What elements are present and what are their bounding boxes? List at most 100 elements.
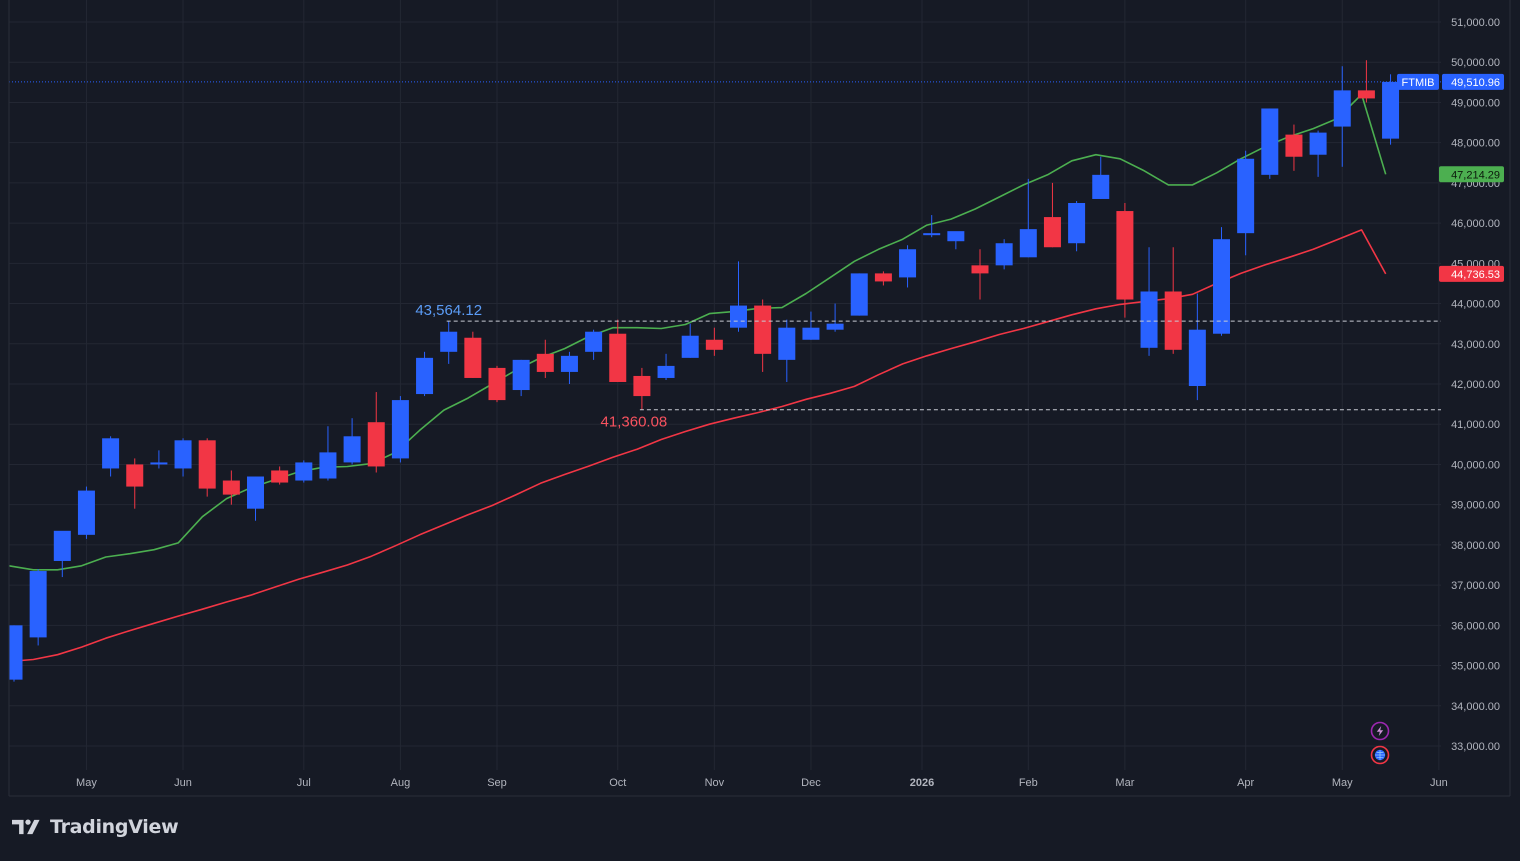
candle [512, 359, 530, 397]
candle [971, 249, 989, 300]
candle-body [850, 273, 868, 316]
time-axis-tick-label: Feb [1019, 777, 1038, 789]
candle [222, 470, 240, 505]
chart-pane-background [9, 0, 1441, 796]
time-axis-tick-label: Apr [1237, 777, 1254, 789]
annotations: 43,564.12 41,360.08 [9, 81, 1441, 431]
candle-body [1213, 239, 1230, 334]
time-axis-tick-label: Oct [609, 777, 626, 789]
candle [1357, 60, 1375, 103]
candle [1261, 108, 1279, 179]
candle [1213, 227, 1230, 336]
price-axis-tick-label: 50,000.00 [1451, 57, 1500, 69]
candle-body [102, 438, 120, 469]
candle [247, 476, 264, 521]
candle [1309, 130, 1327, 177]
price-axis-tick-label: 38,000.00 [1451, 540, 1500, 552]
last-price-badge-background [1442, 73, 1504, 90]
time-axis-tick-label: Nov [705, 777, 725, 789]
time-axis-tick-label: Jul [297, 777, 311, 789]
price-axis[interactable]: 33,000.00 34,000.00 35,000.00 36,000.00 37,0… [1451, 17, 1500, 753]
price-axis-tick-label: 49,000.00 [1451, 97, 1500, 109]
candle-body [1261, 108, 1279, 175]
grid-lines [9, 0, 1441, 770]
candle [295, 460, 313, 483]
candle [1188, 293, 1206, 401]
lightning-icon[interactable] [1370, 721, 1390, 741]
candle [416, 351, 434, 397]
candle [826, 303, 844, 332]
candle-body [319, 452, 337, 479]
time-axis-tick-label: Mar [1115, 777, 1134, 789]
price-axis-tick-label: 36,000.00 [1451, 620, 1500, 632]
brand[interactable]: TradingView [12, 814, 179, 840]
tradingview-logo-icon [12, 819, 40, 835]
candle [77, 486, 95, 539]
candle [681, 323, 699, 358]
candle [1019, 178, 1037, 258]
candle-body [29, 571, 47, 638]
candle [657, 353, 675, 380]
candle [609, 319, 627, 382]
candle [874, 271, 892, 286]
candle-body [1333, 90, 1351, 127]
candle [1237, 150, 1255, 256]
candle-body [778, 327, 796, 360]
candlesticks [9, 60, 1400, 682]
candle-body [705, 339, 723, 350]
candle-body [464, 337, 482, 378]
symbol-badge: FTMIB [1397, 73, 1439, 90]
candle [367, 392, 385, 473]
candle [633, 367, 651, 410]
candle-body [9, 625, 23, 680]
time-axis-tick-label: Dec [801, 777, 821, 789]
time-axis-tick-label: May [76, 777, 97, 789]
candle [29, 569, 47, 646]
high-level-label: 43,564.12 [415, 302, 482, 319]
candle [1116, 203, 1134, 318]
price-axis-tick-label: 39,000.00 [1451, 500, 1500, 512]
candle-body [1285, 134, 1303, 157]
candle [1382, 74, 1400, 145]
candle [536, 339, 554, 378]
candle-body [899, 249, 917, 278]
candle-body [488, 367, 506, 401]
ma-badge-label: 47,214.29 [1451, 169, 1500, 181]
candle-body [271, 470, 289, 483]
price-axis-tick-label: 41,000.00 [1451, 419, 1500, 431]
candle-body [440, 331, 458, 352]
candle-body [150, 462, 168, 465]
candle [271, 466, 289, 485]
candle-body [198, 440, 216, 489]
candle [947, 231, 965, 250]
candle-body [536, 353, 554, 372]
candle-body [1019, 229, 1037, 258]
price-badges: FTMIB 49,510.96 47,214.29 44,736.53 [1397, 73, 1504, 282]
time-axis[interactable]: May Jun Jul Aug Sep Oct Nov Dec 2026 Feb Mar Apr May… [76, 777, 1448, 789]
candle-body [947, 231, 965, 242]
candle [319, 426, 337, 481]
candle-body [53, 530, 71, 561]
candle [174, 438, 192, 477]
candle-body [391, 400, 409, 459]
candle-body [1068, 203, 1086, 244]
candle [585, 329, 603, 360]
candle [995, 239, 1013, 270]
globe-icon[interactable] [1370, 745, 1390, 765]
candle-body [295, 462, 313, 481]
time-axis-tick-label: Jun [1430, 777, 1448, 789]
candle-body [730, 305, 747, 328]
candle-body [585, 331, 603, 352]
price-axis-tick-label: 42,000.00 [1451, 379, 1500, 391]
price-axis-tick-label: 34,000.00 [1451, 701, 1500, 713]
candle-body [681, 335, 699, 358]
candle [9, 625, 23, 682]
candle-body [77, 490, 95, 535]
candle [1043, 182, 1061, 248]
candle-body [995, 243, 1013, 266]
candle-body [1140, 291, 1158, 348]
candle-body [1382, 81, 1400, 139]
candle-body [826, 323, 844, 330]
